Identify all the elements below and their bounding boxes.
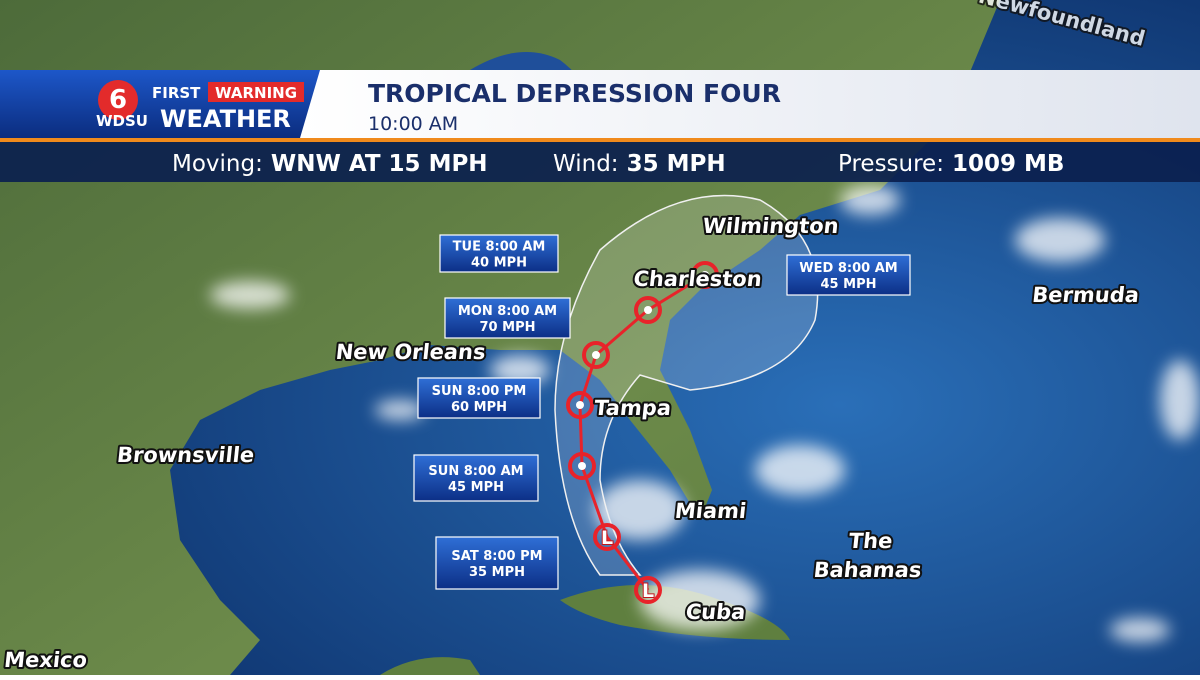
logo-first: FIRST (152, 84, 201, 102)
forecast-box (413, 454, 539, 502)
place-label: Mexico (3, 647, 88, 672)
logo-warning: WARNING (215, 84, 297, 102)
forecast-box (439, 234, 559, 273)
place-line: Miami (674, 498, 748, 523)
place-label: Cuba (685, 599, 747, 624)
stat-value: WNW AT 15 MPH (271, 151, 488, 177)
place-label: Tampa (593, 395, 672, 420)
stat-label: Pressure: (838, 151, 944, 177)
place-line: New Orleans (335, 339, 487, 364)
storm-symbol (568, 452, 596, 480)
place-line: The (848, 528, 894, 553)
place-label: Brownsville (116, 442, 256, 467)
storm-letter: L (642, 580, 654, 602)
logo-station: WDSU (96, 112, 148, 130)
storm-eye (592, 351, 600, 359)
stat: Wind: 35 MPH (553, 151, 726, 177)
forecast-wind: 40 MPH (471, 256, 527, 271)
place-line: Tampa (593, 395, 672, 420)
header: 6 FIRST WARNING WDSU WEATHER TROPICAL DE… (0, 70, 1200, 182)
forecast-box (444, 297, 571, 339)
storm-eye (644, 306, 652, 314)
place-line: Bermuda (1031, 282, 1140, 307)
forecast-time: SUN 8:00 AM (428, 464, 523, 479)
storm-symbol (582, 341, 610, 369)
forecast-cone (554, 194, 819, 576)
place-line: Charleston (632, 266, 763, 291)
stat: Pressure: 1009 MB (838, 151, 1064, 177)
forecast-wind: 70 MPH (480, 320, 536, 335)
forecast-box (786, 254, 911, 296)
stat-value: 1009 MB (952, 151, 1064, 177)
place-line: Brownsville (116, 442, 256, 467)
logo-number: 6 (109, 85, 127, 115)
stat-value: 35 MPH (627, 151, 726, 177)
forecast-time: SAT 8:00 PM (451, 549, 542, 564)
place-label: The Bahamas (812, 528, 925, 582)
storm-letter: L (601, 527, 613, 549)
storm-symbol (634, 576, 662, 604)
place-label: Wilmington (701, 213, 840, 238)
storm-symbol (566, 391, 594, 419)
logo-weather: WEATHER (160, 105, 291, 133)
forecast-wind: 45 MPH (821, 277, 877, 292)
forecast-time: TUE 8:00 AM (453, 240, 546, 255)
storm-eye (701, 271, 709, 279)
place-line: Mexico (3, 647, 88, 672)
storm-symbol (634, 296, 662, 324)
storm-symbol (593, 523, 621, 551)
place-label: Bermuda (1031, 282, 1140, 307)
place-label: Miami (674, 498, 748, 523)
stat-label: Moving: (172, 151, 263, 177)
place-line: Wilmington (701, 213, 840, 238)
place-line: Bahamas (812, 557, 922, 582)
stat-label: Wind: (553, 151, 619, 177)
forecast-time: SUN 8:00 PM (432, 384, 527, 399)
forecast-wind: 35 MPH (469, 565, 525, 580)
place-label: Charleston (632, 266, 763, 291)
forecast-time: MON 8:00 AM (458, 304, 557, 319)
storm-eye (576, 401, 584, 409)
forecast-box (435, 536, 559, 590)
header-title: TROPICAL DEPRESSION FOUR (368, 79, 781, 108)
forecast-box (417, 377, 541, 419)
place-line: Cuba (685, 599, 747, 624)
storm-eye (578, 462, 586, 470)
place-label: New Orleans (335, 339, 487, 364)
forecast-wind: 45 MPH (448, 480, 504, 495)
storm-symbol (691, 261, 719, 289)
stat: Moving: WNW AT 15 MPH (172, 151, 488, 177)
forecast-wind: 60 MPH (451, 400, 507, 415)
forecast-time: WED 8:00 AM (799, 261, 897, 276)
header-time: 10:00 AM (368, 113, 458, 135)
